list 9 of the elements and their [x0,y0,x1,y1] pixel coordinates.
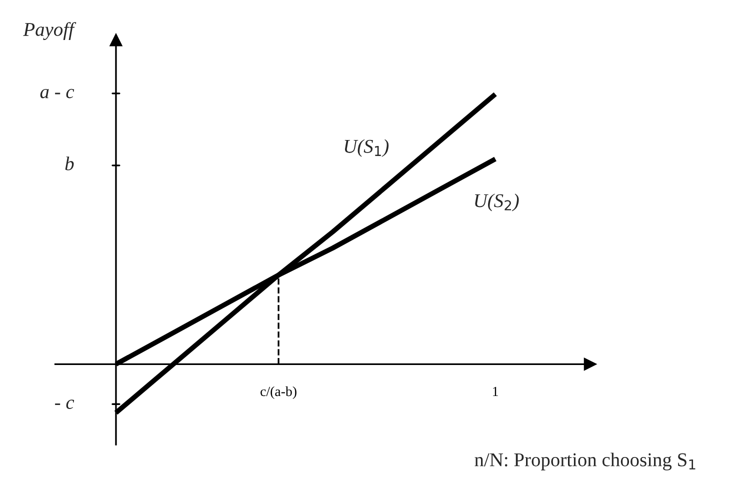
x-tick-label: c/(a-b) [260,386,296,399]
series-label: U(S$_{1}$) [344,139,389,157]
x-tick-label: 1 [493,386,498,396]
text: - c [55,400,74,410]
text: b [65,156,74,170]
series-label: U(S$_{2}$) [475,194,519,212]
x-axis-title: n/N: Proportion choosing S$_{1}$ [474,452,696,470]
y-axis-title: Payoff [23,22,76,40]
text: a - c [40,88,74,98]
